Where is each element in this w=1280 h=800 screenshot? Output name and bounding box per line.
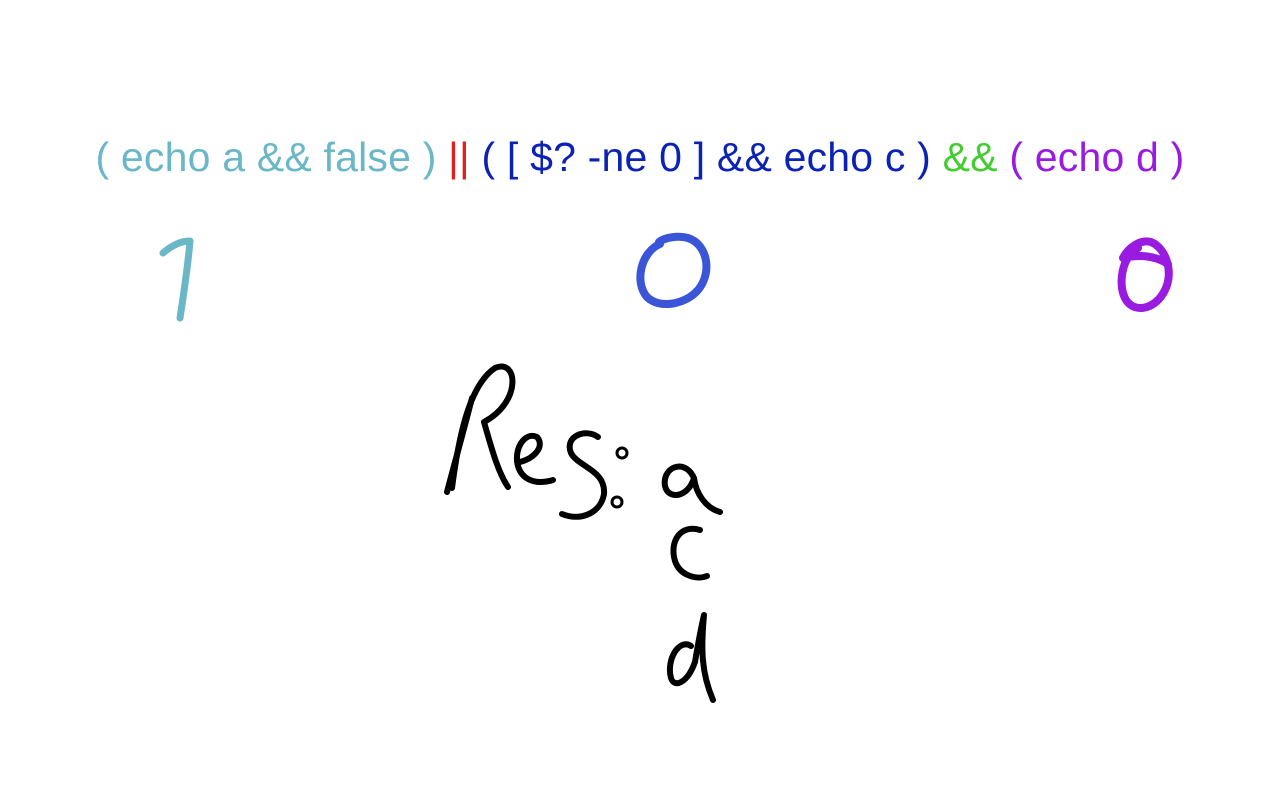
handwritten-result-label (444, 363, 629, 520)
command-group-echo-d: ( echo d ) (1009, 134, 1185, 180)
handwritten-exit-code-3 (1117, 237, 1173, 312)
handwritten-result-a (661, 463, 723, 515)
or-operator: || (448, 134, 470, 180)
result-label-colon-top (615, 446, 629, 460)
and-operator: && (942, 134, 998, 180)
handwritten-exit-code-2 (636, 232, 711, 309)
handwritten-result-d (666, 612, 716, 703)
command-group-echo-a-false: ( echo a && false ) (95, 134, 437, 180)
command-group-test-echo-c: ( [ $? -ne 0 ] && echo c ) (481, 134, 932, 180)
result-label-R-bowl (449, 363, 516, 491)
handwritten-result-c (670, 525, 710, 581)
handwritten-exit-code-1 (159, 237, 194, 322)
shell-command-line: ( echo a && false ) || ( [ $? -ne 0 ] &&… (0, 131, 1280, 183)
result-label-colon-bottom (610, 495, 624, 509)
result-label-e (513, 432, 556, 485)
result-label-s (559, 430, 608, 520)
